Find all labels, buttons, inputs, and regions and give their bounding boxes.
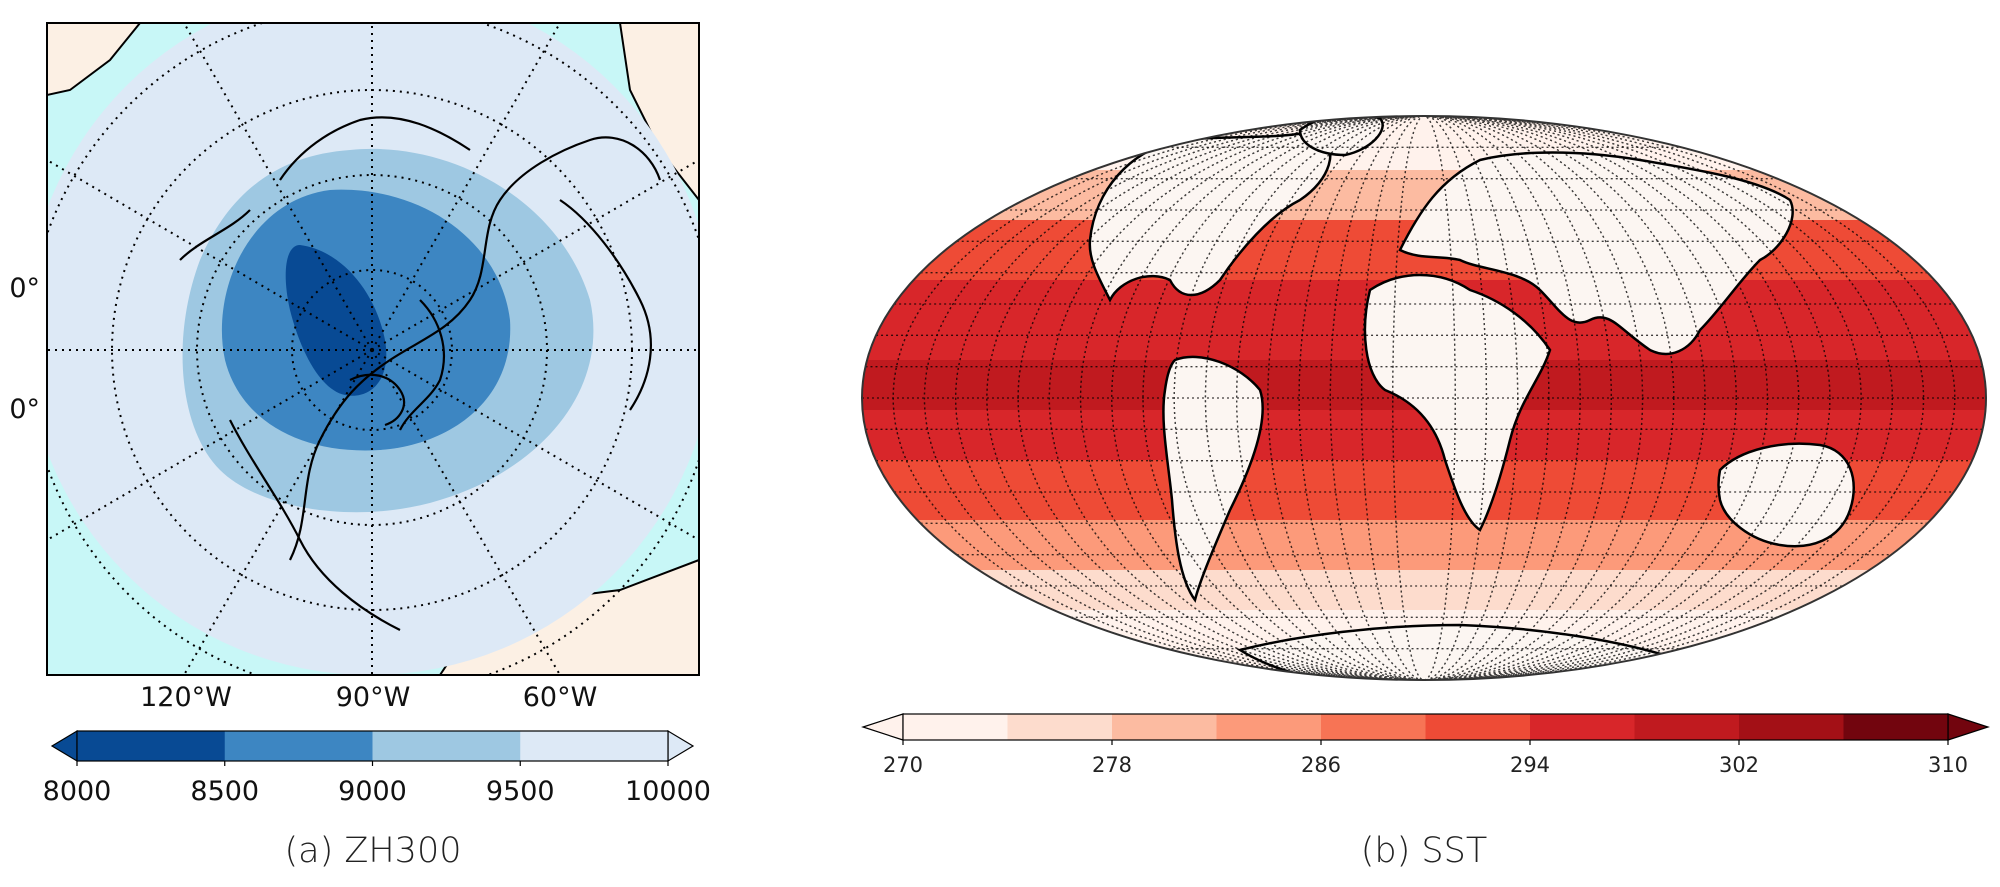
colorbar-tick-label: 302: [1719, 753, 1759, 777]
colorbar-swatch: [1112, 714, 1217, 740]
africa: [1363, 273, 1552, 532]
meridian-line: [1017, 116, 1831, 680]
map-a-frame: [46, 22, 700, 676]
colorbar-swatch: [1425, 714, 1531, 740]
colorbar-tick-label: 8000: [43, 776, 112, 807]
colorbar-a-ticks: 8000 8500 9000 9500 10000: [43, 761, 711, 807]
south-america: [1162, 355, 1264, 603]
meridian-line: [986, 116, 1862, 680]
colorbar-swatch: [77, 731, 226, 761]
meridian-line: [1142, 116, 1706, 680]
colorbar-tick-label: 9000: [338, 776, 407, 807]
colorbar-swatch: [1216, 714, 1322, 740]
zh300-map: [47, 23, 699, 675]
colorbar-tick-label: 310: [1928, 753, 1968, 777]
caption-a: (a) ZH300: [285, 831, 462, 871]
australia: [1717, 442, 1855, 548]
lon-label-120w: 120°W: [140, 682, 232, 713]
colorbar-extend-high: [667, 729, 695, 763]
meridian-line: [1360, 116, 1488, 680]
meridian-line: [955, 116, 1893, 680]
colorbar-extend-high: [1947, 713, 1990, 741]
colorbar-tick-label: 8500: [190, 776, 259, 807]
map-b-frame: [861, 115, 1987, 681]
graticule-a: [47, 23, 699, 675]
colorbar-tick-label: 270: [883, 753, 923, 777]
colorbar-swatch: [1007, 714, 1113, 740]
land-patch-ne: [618, 23, 699, 202]
colorbar-swatch: [1739, 714, 1844, 740]
sst-band-polar-n: [862, 116, 1986, 170]
graticule-parallels: [862, 146, 1986, 650]
colorbar-tick-label: 10000: [625, 776, 711, 807]
colorbar-tick-label: 278: [1092, 753, 1132, 777]
colorbar-swatch: [372, 731, 521, 761]
colorbar-frame: [902, 713, 1949, 741]
zh-level-8000-8500: [285, 245, 387, 396]
meridian-line: [1267, 116, 1581, 680]
colorbar-extend-low: [861, 713, 904, 741]
colorbar-swatch: [1634, 714, 1740, 740]
colorbar-tick-label: 9500: [486, 776, 555, 807]
lat-label-lower: 0°: [9, 394, 40, 425]
colorbar-a: [50, 729, 695, 763]
caption-b: (b) SST: [1361, 831, 1487, 871]
colorbar-swatch: [903, 714, 1008, 740]
colorbar-swatch: [1321, 714, 1426, 740]
lon-label-90w: 90°W: [336, 682, 411, 713]
coastlines-a: [179, 116, 662, 631]
colorbar-tick-label: 294: [1510, 753, 1550, 777]
land-patch-nw: [47, 23, 142, 97]
colorbar-swatch: [1843, 714, 1949, 740]
sst-band-s-sub: [862, 570, 1986, 610]
colorbar-tick-label: 286: [1301, 753, 1341, 777]
colorbar-b: [861, 713, 1990, 741]
colorbar-extend-low: [50, 729, 78, 763]
colorbar-swatch: [520, 731, 669, 761]
colorbar-b-ticks: 270 278 286 294 302 310: [883, 740, 1968, 777]
lat-label-upper: 0°: [9, 273, 40, 304]
colorbar-swatch: [1530, 714, 1635, 740]
lon-label-60w: 60°W: [523, 682, 598, 713]
meridian-line: [1236, 116, 1612, 680]
colorbar-swatch: [224, 731, 373, 761]
